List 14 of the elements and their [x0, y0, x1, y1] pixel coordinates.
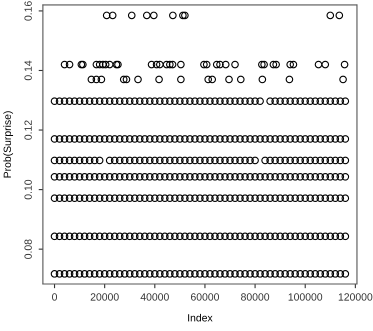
x-tick-label: 80000	[241, 293, 270, 301]
x-tick-label: 40000	[140, 293, 169, 301]
y-tick-label: 0.14	[24, 60, 32, 80]
y-tick-label: 0.16	[24, 1, 32, 21]
x-tick-label: 100000	[288, 293, 322, 301]
y-axis-title: Prob(Surprise)	[3, 111, 14, 178]
x-tick-label: 20000	[90, 293, 119, 301]
y-tick-label: 0.08	[24, 239, 32, 259]
y-tick-label: 0.12	[24, 120, 32, 140]
x-tick-label: 0	[52, 293, 58, 301]
x-tick-label: 60000	[190, 293, 220, 301]
y-tick-label: 0.10	[24, 180, 32, 200]
x-tick-label: 120000	[338, 293, 372, 301]
x-axis-title: Index	[188, 314, 213, 322]
